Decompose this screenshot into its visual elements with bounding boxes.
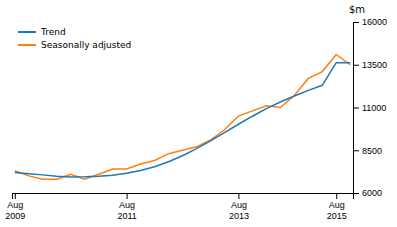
y-tick-label: 6000 (362, 188, 382, 198)
x-tick-label: Aug2013 (229, 200, 249, 220)
x-axis: Aug2009 Aug2011 Aug2013 Aug2015 (5, 193, 353, 221)
y-axis-title: $m (349, 4, 365, 15)
x-tick: Aug2013 (229, 193, 249, 221)
series-line (15, 54, 350, 179)
x-tick-label: Aug2015 (327, 200, 347, 220)
x-tick-mark (15, 193, 16, 199)
y-tick: 8500 (353, 146, 382, 156)
legend-label: Trend (40, 27, 66, 37)
y-tick-mark (353, 108, 359, 109)
y-tick-label: 8500 (362, 146, 382, 156)
legend-label: Seasonally adjusted (41, 40, 131, 50)
x-tick-label: Aug2009 (5, 200, 25, 220)
legend: Trend Seasonally adjusted (18, 27, 131, 50)
legend-swatch (18, 31, 36, 33)
y-axis-line (354, 23, 360, 194)
y-tick-label: 16000 (362, 17, 387, 27)
x-tick-label: Aug2011 (117, 200, 136, 220)
legend-item: Trend (18, 27, 66, 37)
series-group (15, 54, 350, 179)
y-tick-label: 13500 (362, 60, 387, 70)
plot: Aug2009 Aug2011 Aug2013 Aug2015 6000 8500 1100… (5, 4, 387, 221)
y-axis: 6000 8500 11000 13500 16000 (353, 17, 387, 198)
y-tick: 6000 (353, 188, 382, 198)
x-tick: Aug2009 (5, 193, 25, 221)
x-tick-mark (238, 193, 239, 199)
y-tick: 11000 (353, 103, 386, 113)
legend-swatch (18, 44, 36, 46)
y-tick: 13500 (353, 60, 387, 70)
x-tick: Aug2011 (117, 193, 136, 221)
series-line (15, 63, 350, 177)
y-tick-mark (353, 65, 359, 66)
y-tick-label: 11000 (362, 103, 386, 113)
y-tick-mark (353, 193, 359, 194)
x-tick: Aug2015 (327, 193, 347, 221)
y-tick: 16000 (353, 17, 387, 27)
y-tick-mark (353, 22, 359, 23)
x-axis-line (13, 194, 354, 200)
x-tick-mark (127, 193, 128, 199)
chart: Aug2009 Aug2011 Aug2013 Aug2015 6000 8500 1100… (0, 0, 397, 227)
x-tick-mark (336, 193, 337, 199)
y-tick-mark (353, 150, 359, 151)
legend-item: Seasonally adjusted (18, 40, 131, 50)
